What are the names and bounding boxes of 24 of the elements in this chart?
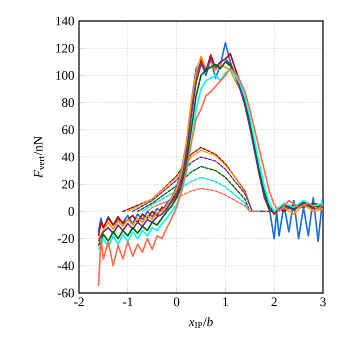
y-tick-label: -60 <box>58 288 74 298</box>
x-tick-label: -1 <box>122 298 132 306</box>
y-axis-title: F$_{vert}$/nN <box>34 136 44 178</box>
y-tick-label: 60 <box>62 125 74 134</box>
line-series <box>142 176 260 212</box>
line-series <box>98 68 323 287</box>
x-tick-label: -2 <box>74 298 84 306</box>
y-tick-label: 120 <box>56 44 74 53</box>
y-tick-label: -40 <box>58 261 74 270</box>
line-series <box>136 166 263 212</box>
x-axis-title: x$_{IP}$/b <box>188 317 213 328</box>
x-tick-label: 1 <box>223 298 228 306</box>
x-tick-label: 2 <box>272 298 277 306</box>
y-tick-label: 20 <box>62 180 74 189</box>
x-tick-label: 0 <box>174 298 180 306</box>
y-tick-label: 0 <box>68 207 74 216</box>
y-tick-label: 140 <box>56 16 74 26</box>
y-tick-label: 100 <box>56 71 74 80</box>
y-tick-label: 40 <box>62 152 74 162</box>
line-series <box>132 156 266 212</box>
line-series <box>146 188 258 212</box>
x-tick-label: 3 <box>320 298 326 306</box>
y-tick-label: 80 <box>62 98 74 107</box>
y-tick-label: -20 <box>58 234 74 243</box>
